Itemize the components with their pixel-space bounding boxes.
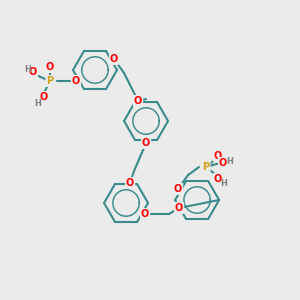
Text: O: O [174, 184, 182, 194]
Text: H: H [34, 98, 41, 107]
Text: P: P [46, 76, 53, 86]
Text: O: O [214, 174, 222, 184]
Text: O: O [126, 178, 134, 188]
Text: H: H [220, 178, 227, 188]
Text: O: O [175, 203, 183, 213]
Text: H: H [25, 64, 32, 74]
Text: O: O [29, 67, 37, 77]
Text: P: P [202, 162, 210, 172]
Text: O: O [46, 62, 54, 72]
Text: O: O [214, 151, 222, 161]
Text: O: O [72, 76, 80, 86]
Text: H: H [226, 157, 233, 166]
Text: O: O [142, 138, 150, 148]
Text: O: O [40, 92, 48, 102]
Text: O: O [110, 54, 118, 64]
Text: O: O [141, 209, 149, 219]
Text: O: O [134, 96, 142, 106]
Text: O: O [219, 158, 227, 168]
